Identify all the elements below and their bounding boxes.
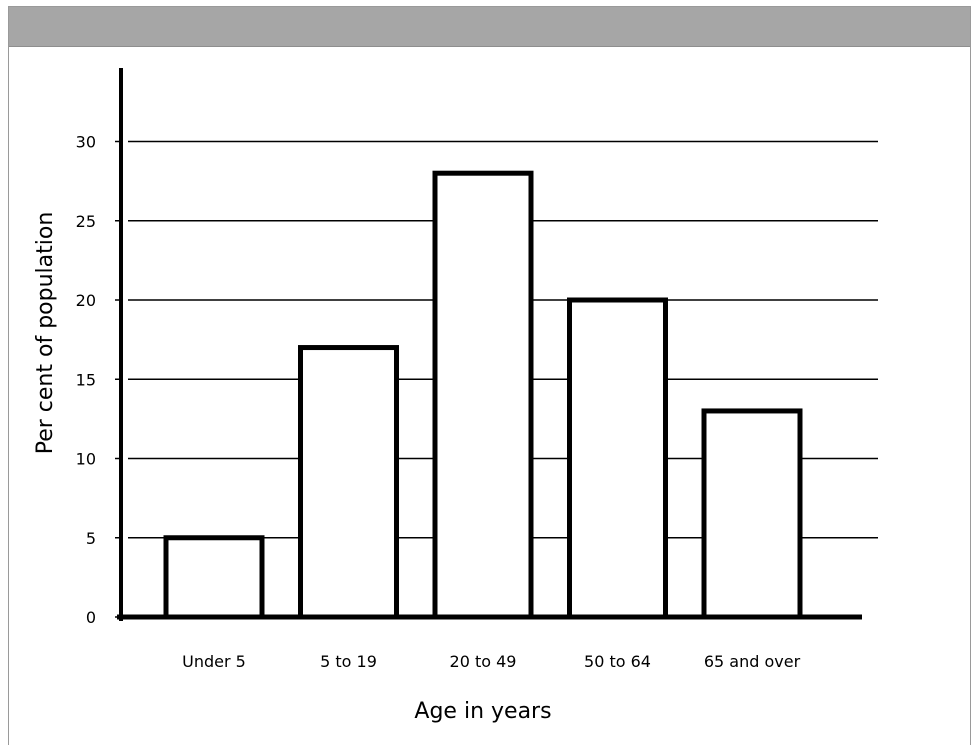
y-tick-label-5: 5 — [86, 529, 96, 548]
x-category-label-under-5: Under 5 — [182, 652, 246, 671]
x-category-label-5-to-19: 5 to 19 — [320, 652, 377, 671]
x-category-labels: Under 5 5 to 19 20 to 49 50 to 64 65 and ove… — [182, 652, 800, 671]
y-tick-label-20: 20 — [76, 291, 96, 310]
x-category-label-50-to-64: 50 to 64 — [584, 652, 651, 671]
bar-5-to-19 — [298, 345, 399, 620]
y-tick-labels: 0 5 10 15 20 25 30 — [76, 133, 96, 628]
y-tick-label-0: 0 — [86, 608, 96, 627]
y-tick-label-25: 25 — [76, 212, 96, 231]
header-bar — [9, 7, 970, 47]
y-tick-label-10: 10 — [76, 450, 96, 469]
x-axis-label: Age in years — [414, 699, 551, 724]
y-tick-label-15: 15 — [76, 370, 96, 389]
bar-20-to-49 — [432, 170, 534, 620]
x-category-label-65-and-over: 65 and over — [704, 652, 801, 671]
chart-frame — [8, 6, 971, 745]
bar-under-5 — [163, 535, 265, 620]
bars — [163, 170, 803, 620]
bar-65-and-over — [701, 408, 803, 620]
y-axis-label: Per cent of population — [33, 212, 58, 455]
x-category-label-20-to-49: 20 to 49 — [450, 652, 517, 671]
bar-50-to-64 — [567, 297, 668, 620]
y-tick-label-30: 30 — [76, 133, 96, 152]
axes — [115, 68, 862, 621]
